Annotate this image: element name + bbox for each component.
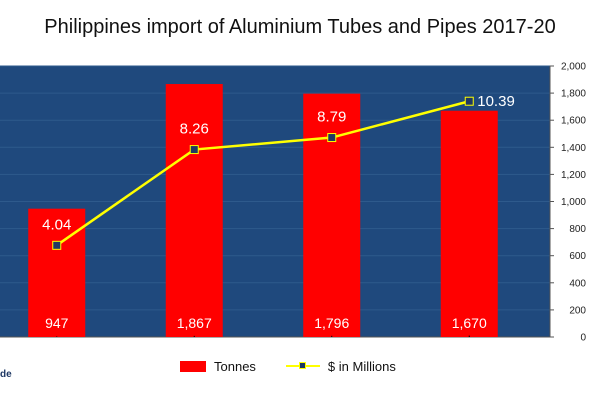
line-point-marker (327, 133, 337, 143)
right-axis-tick-label: 1,200 (561, 170, 586, 181)
line-usd (56, 100, 470, 247)
line-point-marker (464, 96, 474, 106)
legend-swatch-usd (285, 360, 320, 372)
right-axis-tick-label: 200 (569, 305, 586, 316)
line-value-label: 8.79 (317, 109, 346, 126)
chart-title: Philippines import of Aluminium Tubes an… (44, 16, 556, 38)
legend: Tonnes $ in Millions (180, 356, 426, 376)
right-axis-tick-label: 1,000 (561, 197, 586, 208)
bar-value-label: 1,670 (452, 315, 487, 331)
legend-swatch-tonnes (180, 360, 206, 372)
line-point-marker (189, 145, 199, 155)
line-point-marker (52, 240, 62, 250)
bar-tonnes (303, 93, 361, 337)
bar-tonnes (440, 110, 498, 337)
legend-label-usd: $ in Millions (327, 358, 396, 374)
line-value-label: 10.39 (477, 93, 515, 110)
line-value-label: 8.26 (180, 121, 209, 138)
right-axis-tick-label: 1,400 (561, 143, 586, 154)
right-axis-tick-label: 1,600 (561, 116, 586, 127)
logo-fragment: de (0, 369, 12, 380)
right-axis-tick-label: 0 (580, 333, 586, 344)
right-axis-tick-label: 600 (569, 251, 586, 262)
right-axis-tick-label: 1,800 (561, 89, 586, 100)
legend-item-tonnes: Tonnes (180, 359, 256, 374)
legend-label-tonnes: Tonnes (214, 358, 256, 374)
right-axis-tick-label: 400 (569, 278, 586, 289)
bar-value-label: 947 (45, 315, 69, 331)
right-axis-tick-label: 2,000 (561, 62, 586, 73)
bar-value-label: 1,867 (177, 315, 212, 331)
bar-value-label: 1,796 (314, 315, 349, 331)
line-value-label: 4.04 (42, 216, 71, 233)
bar-tonnes (28, 208, 86, 337)
right-axis-tick-label: 800 (569, 224, 586, 235)
bar-tonnes (165, 84, 223, 337)
legend-item-usd: $ in Millions (285, 358, 396, 374)
